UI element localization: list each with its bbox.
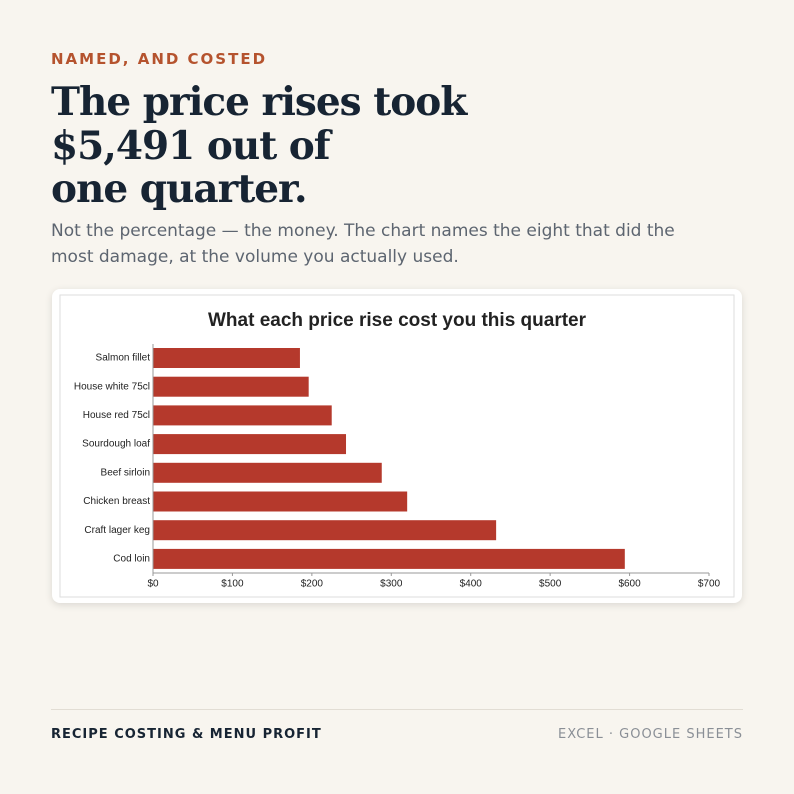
divider <box>51 709 743 710</box>
bar <box>153 376 309 397</box>
x-tick-label: $0 <box>147 579 159 590</box>
chart: What each price rise cost you this quart… <box>59 294 735 598</box>
subtitle: Not the percentage — the money. The char… <box>51 221 675 241</box>
chart-title: What each price rise cost you this quart… <box>208 310 587 331</box>
bar <box>153 434 347 455</box>
bar <box>153 548 625 569</box>
footer-right: EXCEL · GOOGLE SHEETS <box>558 727 743 742</box>
kicker: NAMED, AND COSTED <box>51 50 268 68</box>
y-tick-label: Salmon fillet <box>96 353 151 364</box>
chart-border <box>59 294 735 598</box>
bar <box>153 462 382 483</box>
headline: $5,491 out of <box>51 123 331 169</box>
footer-left: RECIPE COSTING & MENU PROFIT <box>51 727 322 742</box>
x-tick-label: $500 <box>539 579 562 590</box>
x-tick-label: $200 <box>301 579 324 590</box>
y-tick-label: Sourdough loaf <box>82 439 150 450</box>
x-tick-label: $100 <box>221 579 244 590</box>
y-tick-label: Beef sirloin <box>101 467 150 478</box>
y-tick-label: Cod loin <box>113 554 150 565</box>
subtitle: most damage, at the volume you actually … <box>51 247 459 267</box>
headline: one quarter. <box>51 166 308 212</box>
x-tick-label: $300 <box>380 579 403 590</box>
y-tick-label: Chicken breast <box>83 496 150 507</box>
x-tick-label: $400 <box>460 579 483 590</box>
y-tick-label: Craft lager keg <box>84 525 150 536</box>
headline: The price rises took <box>51 79 467 125</box>
y-tick-label: House white 75cl <box>74 381 150 392</box>
bar <box>153 520 497 541</box>
bar <box>153 491 408 512</box>
chart-card: What each price rise cost you this quart… <box>52 289 742 603</box>
x-tick-label: $700 <box>698 579 721 590</box>
y-tick-label: House red 75cl <box>83 410 150 421</box>
x-tick-label: $600 <box>618 579 641 590</box>
bar <box>153 405 332 426</box>
bar <box>153 348 300 368</box>
